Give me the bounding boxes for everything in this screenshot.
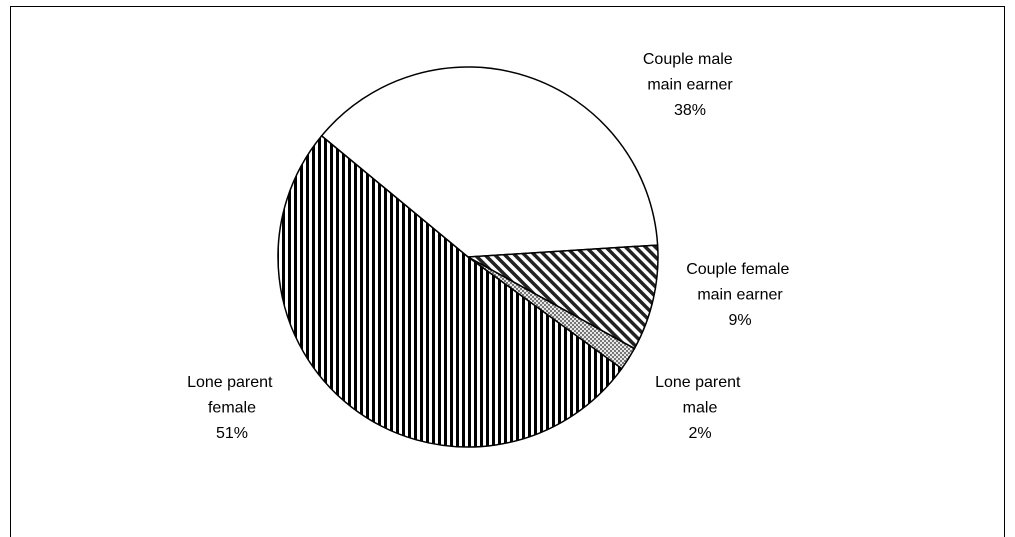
value-label: 51% <box>216 425 248 442</box>
slice-label: Lone parent female <box>187 374 277 417</box>
value-label: 9% <box>728 312 751 329</box>
pie-slice <box>320 66 659 258</box>
frame <box>10 6 1005 537</box>
value-label: 38% <box>674 102 706 119</box>
slice-label: Lone parent male <box>655 374 745 417</box>
pie-slice <box>467 244 659 350</box>
slice-label: Couple female main earner <box>686 261 794 304</box>
pie-slice <box>277 135 623 448</box>
slice-label: Couple male main earner <box>643 51 737 94</box>
value-label: 2% <box>688 425 711 442</box>
